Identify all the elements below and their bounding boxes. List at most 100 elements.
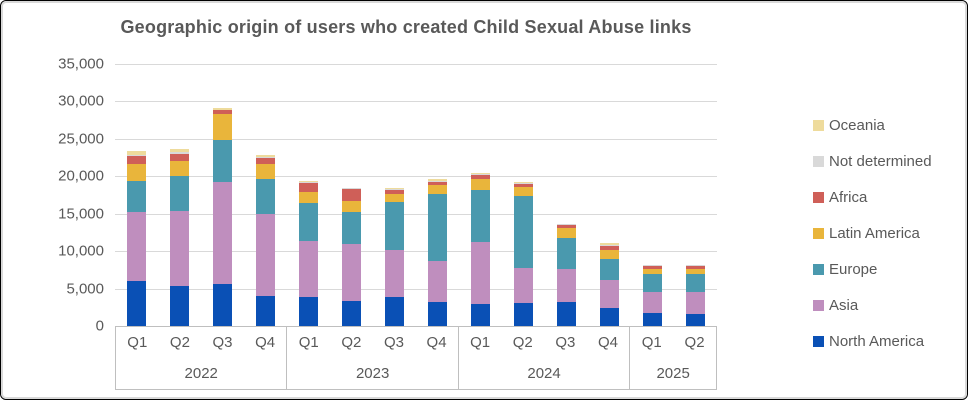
bar-segment-asia — [428, 260, 447, 303]
bar-segment-europe — [385, 201, 404, 250]
legend-label: Asia — [829, 296, 859, 314]
bar-segment-europe — [514, 195, 533, 268]
bar-segment-oceania — [643, 264, 662, 266]
bar-segment-europe — [557, 237, 576, 270]
quarter-label-2022-q3: Q3 — [212, 334, 233, 352]
bar-segment-not-determined — [385, 189, 404, 190]
bar-segment-north-america — [514, 302, 533, 326]
bar-segment-oceania — [256, 155, 275, 157]
y-tick-label: 20,000 — [58, 167, 104, 185]
bar-segment-latin-america — [127, 164, 146, 181]
quarter-row: Q1 Q2 Q3 Q4 — [116, 327, 286, 358]
quarter-row: Q1 Q2 — [630, 327, 716, 358]
bar-segment-north-america — [170, 286, 189, 326]
bar-segment-not-determined — [256, 156, 275, 158]
bar-segment-not-determined — [299, 182, 318, 184]
quarter-label-2022-q2: Q2 — [169, 334, 190, 352]
bar-2023-q4 — [428, 179, 447, 326]
bar-segment-north-america — [385, 296, 404, 326]
bar-segment-north-america — [471, 303, 490, 326]
bar-segment-oceania — [428, 179, 447, 181]
y-tick-label: 30,000 — [58, 92, 104, 110]
legend-label: Not determined — [829, 152, 932, 170]
bar-segment-not-determined — [557, 224, 576, 225]
year-group-2024: Q1 Q2 Q3 Q4 2024 — [459, 327, 631, 389]
bar-segment-africa — [213, 110, 232, 115]
bar-segment-north-america — [557, 302, 576, 326]
bar-segment-asia — [127, 212, 146, 282]
year-group-2022: Q1 Q2 Q3 Q4 2022 — [116, 327, 288, 389]
quarter-label-2025-q1: Q1 — [641, 334, 662, 352]
bar-segment-north-america — [643, 313, 662, 326]
bar-segment-not-determined — [643, 265, 662, 267]
bar-segment-africa — [127, 156, 146, 165]
legend-item-oceania: Oceania — [813, 107, 963, 143]
bar-segment-north-america — [600, 308, 619, 326]
gridline — [115, 101, 717, 103]
bar-segment-oceania — [213, 107, 232, 110]
bar-segment-asia — [514, 267, 533, 303]
bar-segment-asia — [471, 242, 490, 304]
bar-segment-africa — [428, 181, 447, 185]
bar-segment-north-america — [342, 301, 361, 326]
bar-2022-q1 — [127, 150, 146, 326]
bar-segment-asia — [299, 240, 318, 297]
bar-segment-oceania — [170, 148, 189, 153]
y-tick-label: 35,000 — [58, 55, 104, 73]
legend-item-north-america: North America — [813, 323, 963, 359]
legend-item-latin-america: Latin America — [813, 215, 963, 251]
bar-segment-oceania — [686, 264, 705, 266]
bar-2024-q4 — [600, 242, 619, 326]
quarter-label-2024-q3: Q3 — [555, 334, 576, 352]
bar-segment-not-determined — [170, 152, 189, 154]
bar-segment-latin-america — [170, 161, 189, 176]
bar-segment-europe — [471, 189, 490, 243]
bar-segment-north-america — [299, 296, 318, 326]
bar-segment-not-determined — [127, 155, 146, 157]
bar-segment-oceania — [127, 150, 146, 156]
bar-2024-q3 — [557, 223, 576, 326]
bar-segment-latin-america — [428, 184, 447, 194]
legend-label: Latin America — [829, 224, 920, 242]
bar-segment-north-america — [127, 281, 146, 326]
bar-segment-oceania — [385, 188, 404, 190]
legend: Oceania Not determined Africa Latin America… — [813, 107, 963, 359]
bar-segment-latin-america — [643, 269, 662, 275]
legend-label: Africa — [829, 188, 868, 206]
bar-segment-latin-america — [557, 227, 576, 238]
bar-segment-north-america — [256, 296, 275, 326]
legend-item-africa: Africa — [813, 179, 963, 215]
gridline — [115, 213, 717, 215]
y-tick-label: 25,000 — [58, 130, 104, 148]
bar-segment-asia — [557, 269, 576, 303]
gridline — [115, 288, 717, 290]
bar-segment-africa — [471, 174, 490, 179]
bar-segment-north-america — [686, 314, 705, 326]
bar-segment-africa — [643, 266, 662, 270]
quarter-label-2022-q4: Q4 — [255, 334, 276, 352]
quarter-label-2024-q4: Q4 — [597, 334, 618, 352]
legend-label: Europe — [829, 260, 878, 278]
gridline — [115, 64, 717, 65]
x-axis-table: Q1 Q2 Q3 Q4 2022 Q1 Q2 Q3 Q4 2023 Q1 Q2 Q3 Q4 2024 Q1 Q2… — [115, 326, 717, 390]
bar-2023-q2 — [342, 187, 361, 326]
bar-2023-q3 — [385, 188, 404, 326]
gridline — [115, 251, 717, 253]
y-tick-label: 10,000 — [58, 242, 104, 260]
bar-segment-latin-america — [471, 178, 490, 190]
bar-segment-latin-america — [299, 192, 318, 204]
year-group-2025: Q1 Q2 2025 — [630, 327, 716, 389]
legend-swatch-icon — [813, 119, 824, 131]
bar-2024-q1 — [471, 173, 490, 326]
bar-segment-europe — [299, 203, 318, 241]
bar-segment-europe — [213, 139, 232, 183]
bar-segment-not-determined — [428, 180, 447, 182]
bar-segment-africa — [342, 189, 361, 202]
y-tick-label: 5,000 — [66, 280, 104, 298]
bar-2024-q2 — [514, 182, 533, 326]
legend-label: Oceania — [829, 116, 885, 134]
bar-segment-oceania — [342, 187, 361, 189]
bar-segment-asia — [686, 292, 705, 315]
bar-segment-africa — [170, 153, 189, 162]
